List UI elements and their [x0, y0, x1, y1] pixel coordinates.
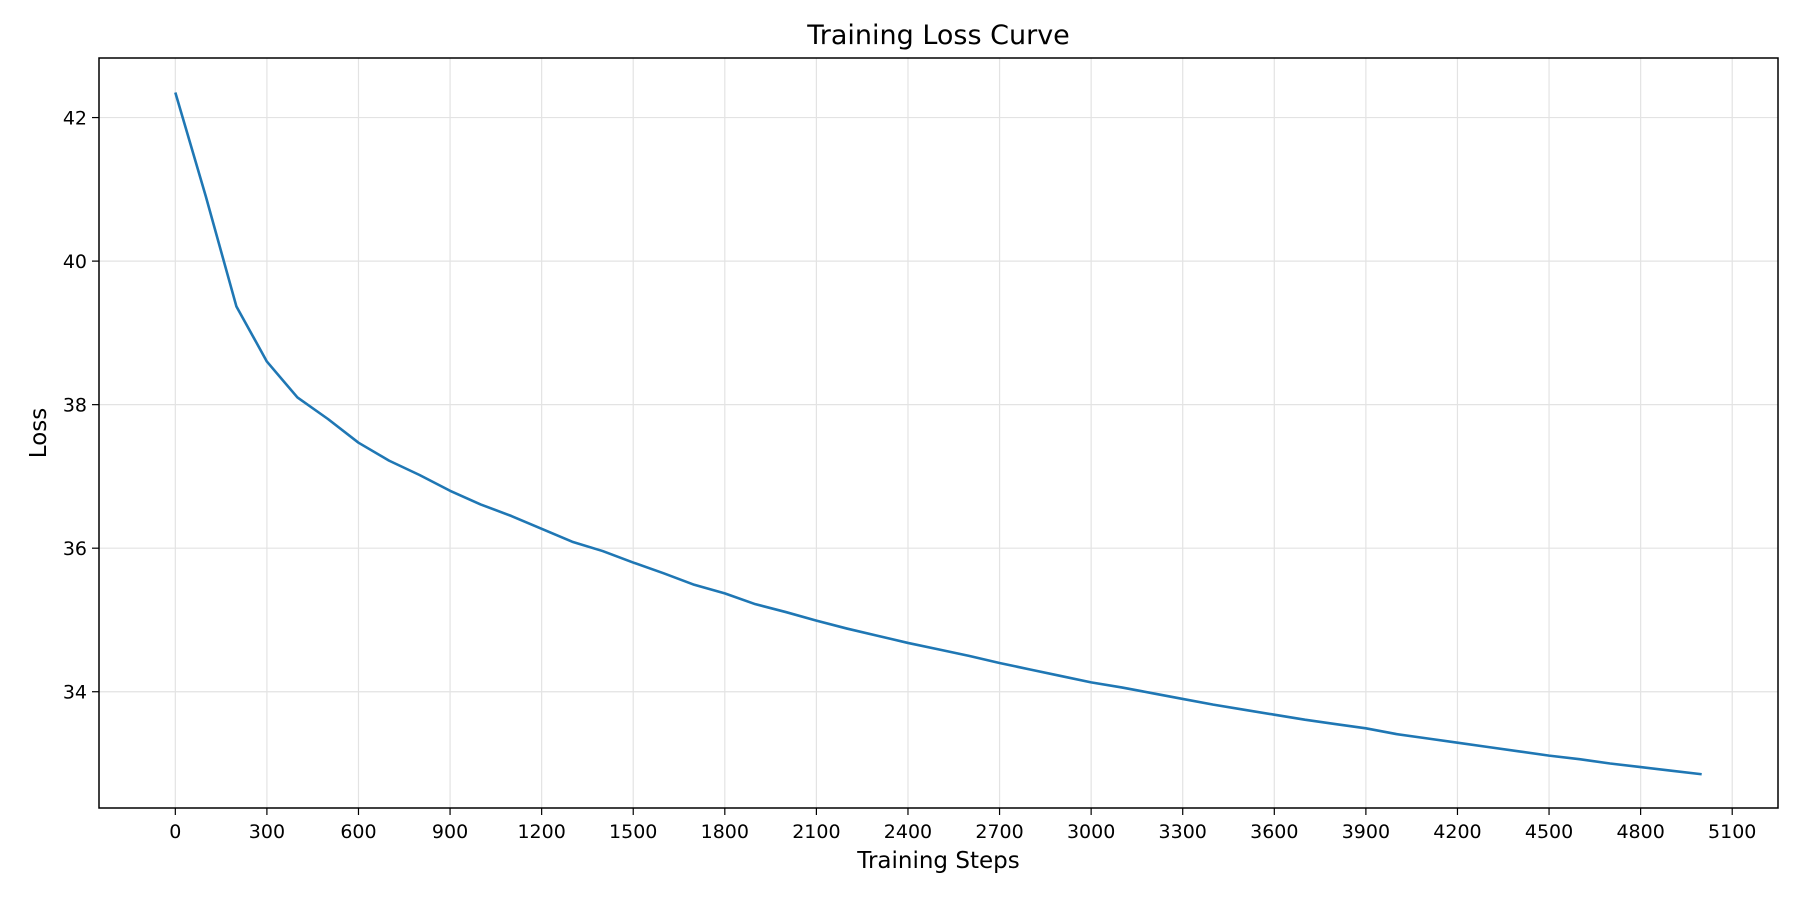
y-tick-label: 42 [63, 108, 87, 130]
x-tick-label: 600 [340, 821, 376, 843]
y-tick-label: 40 [63, 251, 87, 273]
x-tick-label: 5100 [1708, 821, 1756, 843]
grid-lines [99, 58, 1778, 808]
loss-series-line [174, 92, 1702, 776]
x-tick-label: 4200 [1433, 821, 1481, 843]
x-tick-label: 300 [249, 821, 285, 843]
x-tick-label: 1800 [701, 821, 749, 843]
y-tick-label: 36 [63, 538, 87, 560]
x-tick-label: 3000 [1067, 821, 1115, 843]
x-tick-label: 1500 [609, 821, 657, 843]
series-layer [174, 92, 1702, 776]
x-tick-label: 1200 [517, 821, 565, 843]
x-tick-label: 900 [432, 821, 468, 843]
x-tick-label: 2400 [884, 821, 932, 843]
x-axis-label: Training Steps [856, 848, 1019, 874]
x-tick-label: 4500 [1525, 821, 1573, 843]
x-tick-label: 2700 [975, 821, 1023, 843]
axis-ticks: 0 300 600 900 1200 1500 1800 2100 2400 2700 3000 33… [63, 108, 1757, 843]
x-tick-label: 3600 [1250, 821, 1298, 843]
x-tick-label: 3300 [1159, 821, 1207, 843]
x-tick-label: 0 [169, 821, 181, 843]
x-tick-label: 4800 [1616, 821, 1664, 843]
y-tick-label: 34 [63, 682, 87, 704]
x-tick-label: 2100 [792, 821, 840, 843]
x-tick-label: 3900 [1342, 821, 1390, 843]
y-axis-label: Loss [26, 408, 52, 458]
y-tick-label: 38 [63, 395, 87, 417]
plot-frame [98, 57, 1779, 809]
chart-title: Training Loss Curve [806, 20, 1070, 51]
